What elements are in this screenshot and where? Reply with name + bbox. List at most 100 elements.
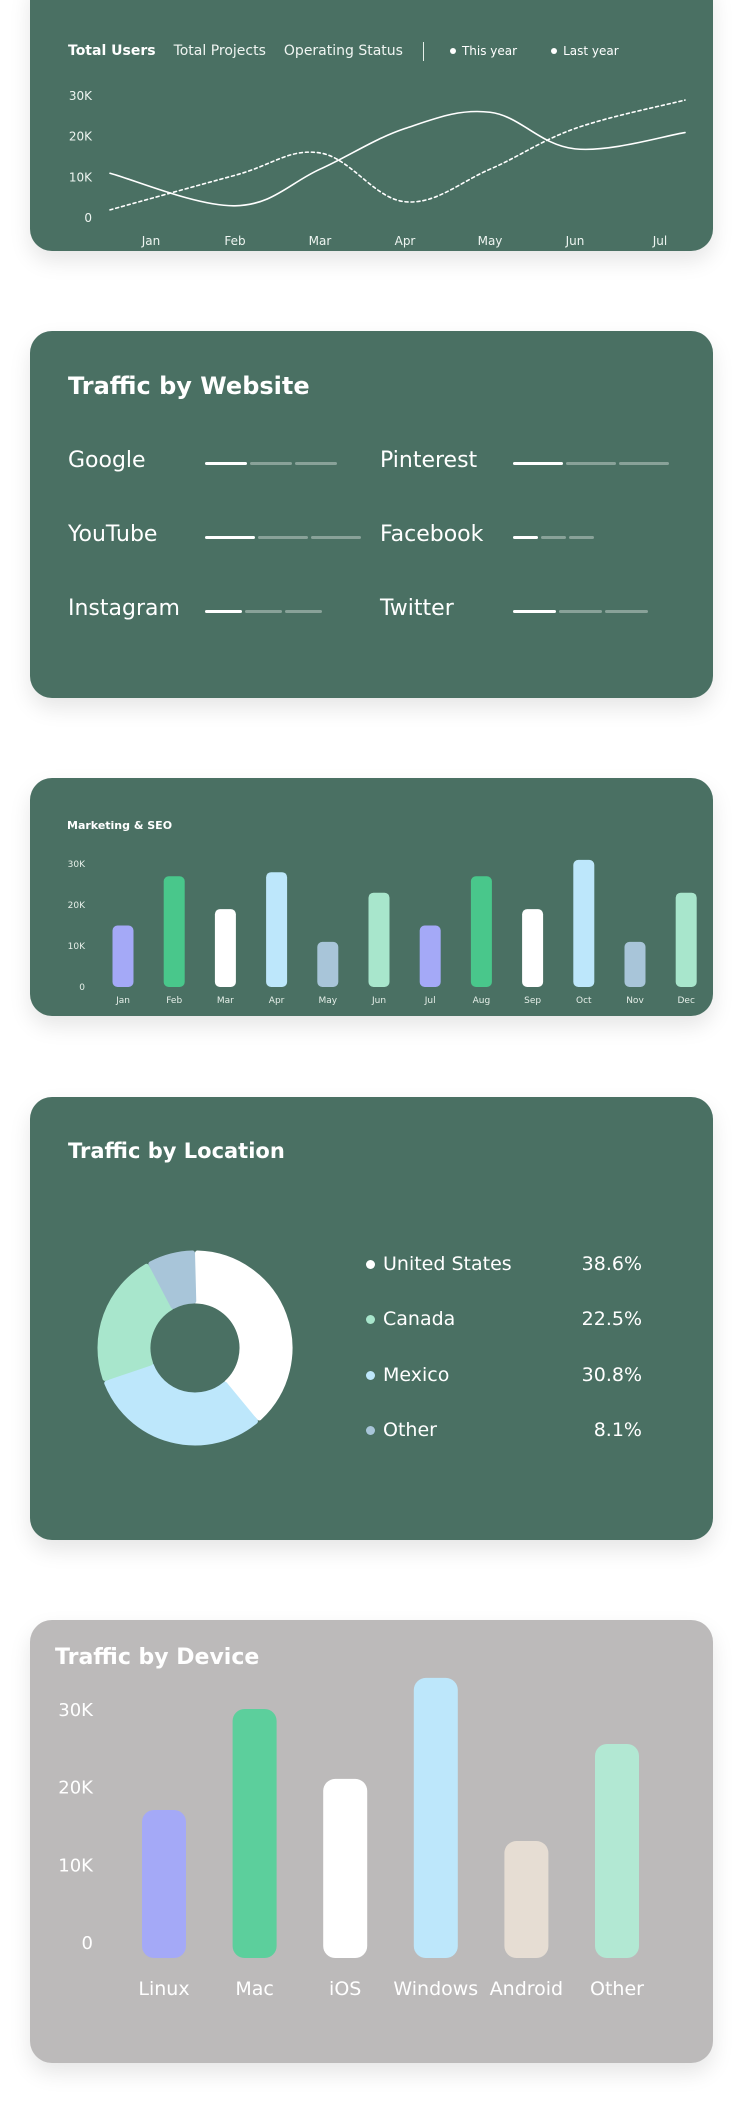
x-tick-label: Sep [524,996,541,1006]
site-level-segment [619,462,669,465]
site-level-segment [541,536,566,539]
x-tick-label: Aug [473,996,491,1006]
location-percent: 30.8% [581,1364,642,1386]
legend-dot-icon [551,48,558,54]
slice-canada [97,1263,174,1381]
tab-total-projects[interactable]: Total Projects [173,43,266,59]
site-level-segment [513,462,563,465]
location-row: United States 38.6% [366,1252,642,1276]
y-tick-label: 10K [69,170,93,184]
site-level-segment [569,536,594,539]
x-tick-label: Jul [424,996,436,1006]
x-tick-label: Feb [166,996,182,1006]
x-tick-label: Jan [115,996,130,1006]
x-tick-label: Jun [565,234,585,248]
site-level-segment [513,610,556,613]
bar-linux [142,1809,186,1958]
bar-jun [368,892,390,987]
bar-jul [419,925,441,987]
site-name-instagram: Instagram [68,596,180,621]
y-tick-label: 30K [69,89,93,103]
site-level-segment [205,462,247,465]
legend-dot-icon [449,48,456,54]
x-tick-label: Mar [309,234,332,248]
legend-this-year: This year [449,44,518,58]
site-level-segment [566,462,616,465]
traffic-by-device-card: Traffic by Device 0 10K 20K 30K Linux Mac iOS W… [30,1620,713,2063]
legend-label: Last year [563,44,619,58]
bar-oct [573,859,595,987]
site-level-segment [513,536,538,539]
site-level-segment [559,610,602,613]
traffic-by-website-card: Traffic by Website Google Pinterest YouTub… [30,331,713,698]
bar-dec [675,892,697,987]
x-tick-label: May [478,234,503,248]
x-tick-label: Jun [371,996,386,1006]
x-tick-label: May [318,996,337,1006]
x-tick-label: Jan [141,234,161,248]
x-tick-label: Jul [652,234,667,248]
bar-other [595,1743,639,1958]
x-tick-label: Other [590,1978,644,2000]
bar-may [317,941,339,987]
bar-jan [112,925,134,987]
location-donut-chart [97,1250,293,1446]
legend-dot-icon [366,1425,375,1435]
legend-dot-icon [366,1259,375,1269]
site-name-google: Google [68,448,146,473]
x-tick-label: Android [490,1978,563,2000]
y-tick-label: 0 [82,1933,93,1954]
bar-android [504,1841,549,1958]
x-tick-label: Feb [224,234,245,248]
bar-mar [214,909,236,987]
slice-united-states [193,1250,293,1421]
users-line-chart: 0 10K 20K 30K Jan Feb Mar Apr May Jun Jul [69,89,686,248]
y-tick-label: 30K [58,1700,94,1721]
site-name-pinterest: Pinterest [380,448,478,473]
x-tick-label: Windows [393,1978,478,2000]
location-name: Other [383,1419,437,1441]
card-title: Traffic by Location [68,1139,285,1163]
location-percent: 8.1% [593,1419,642,1441]
legend-last-year: Last year [551,44,619,58]
x-tick-label: Linux [138,1978,189,2000]
bar-mac [232,1709,277,1958]
bar-ios [323,1778,368,1958]
site-level-segment [285,610,322,613]
card-title: Marketing & SEO [67,819,173,832]
bar-aug [470,876,492,987]
tab-divider [422,41,424,61]
traffic-by-location-card: Traffic by Location United States 38.6% Ca… [30,1097,713,1540]
legend-label: This year [461,44,518,58]
card-title: Traffic by Device [55,1645,260,1670]
x-tick-label: Mar [217,996,234,1006]
location-name: Canada [383,1308,456,1330]
x-tick-label: Apr [395,234,416,248]
users-line-card: Total Users Total Projects Operating Sta… [30,0,713,251]
legend-dot-icon [366,1370,375,1380]
y-tick-label: 20K [58,1778,94,1799]
site-name-youtube: YouTube [68,522,158,547]
location-row: Canada 22.5% [366,1307,642,1331]
x-tick-label: Apr [269,996,285,1006]
last-year-line [109,99,686,211]
x-tick-label: iOS [329,1978,361,2000]
bar-windows [413,1677,458,1958]
location-name: United States [383,1253,512,1275]
card-title: Traffic by Website [68,372,310,400]
location-name: Mexico [383,1364,450,1386]
bar-sep [522,909,544,987]
tab-total-users[interactable]: Total Users [68,43,156,59]
bar-nov [624,941,646,987]
legend-dot-icon [366,1314,375,1324]
site-level-segment [295,462,337,465]
tab-operating-status[interactable]: Operating Status [283,43,403,59]
bar-feb [163,876,185,987]
y-tick-label: 0 [84,211,92,225]
this-year-line [109,110,686,207]
x-tick-label: Mac [235,1978,273,2000]
site-level-segment [205,536,255,539]
bar-apr [266,872,288,987]
site-name-facebook: Facebook [380,522,484,547]
x-tick-label: Oct [576,996,592,1006]
